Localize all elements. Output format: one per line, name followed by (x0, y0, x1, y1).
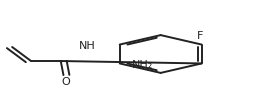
Text: O: O (62, 77, 70, 87)
Text: NH: NH (79, 41, 96, 51)
Text: F: F (197, 31, 203, 41)
Text: NH₂: NH₂ (132, 60, 153, 70)
